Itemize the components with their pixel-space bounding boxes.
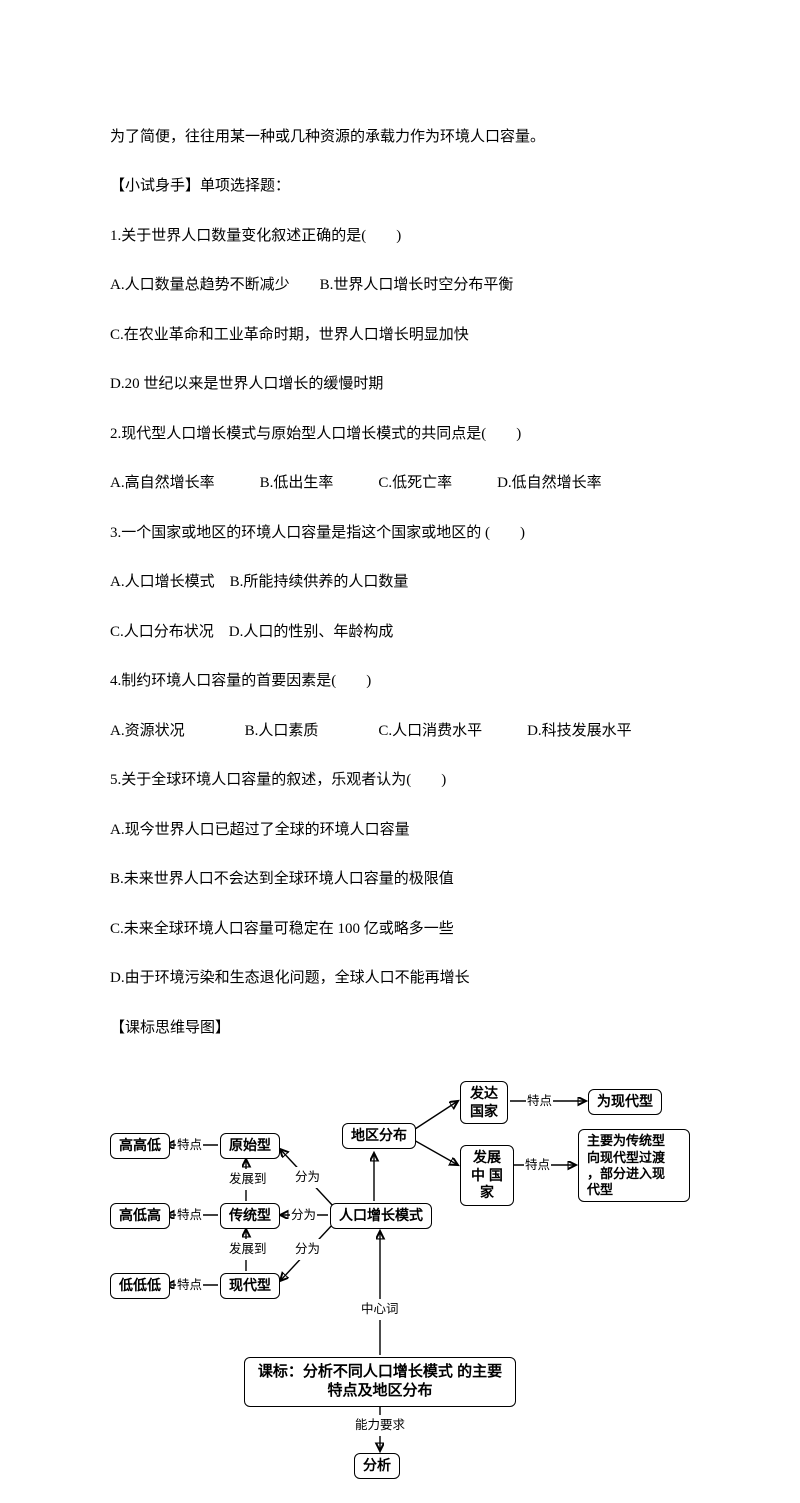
section-diagram-title: 【课标思维导图】 xyxy=(110,1016,690,1041)
node-dididi: 低低低 xyxy=(110,1273,170,1299)
label-fazhandao-1: 发展到 xyxy=(228,1169,268,1190)
label-tedian-2: 特点 xyxy=(176,1205,203,1226)
node-renkouzengzhang: 人口增长模式 xyxy=(330,1203,432,1229)
section-quiz-title: 【小试身手】单项选择题： xyxy=(110,174,690,199)
node-chuantong: 传统型 xyxy=(220,1203,280,1229)
q3-opt-cd: C.人口分布状况 D.人口的性别、年龄构成 xyxy=(110,620,690,645)
node-gaodigao: 高低高 xyxy=(110,1203,170,1229)
q5-opt-c: C.未来全球环境人口容量可稳定在 100 亿或略多一些 xyxy=(110,917,690,942)
q2-opts: A.高自然增长率 B.低出生率 C.低死亡率 D.低自然增长率 xyxy=(110,471,690,496)
label-nengliyaoqiu: 能力要求 xyxy=(354,1415,406,1436)
q1-opt-ab: A.人口数量总趋势不断减少 B.世界人口增长时空分布平衡 xyxy=(110,273,690,298)
label-fenwei-2: 分为 xyxy=(294,1167,321,1188)
q5-opt-b: B.未来世界人口不会达到全球环境人口容量的极限值 xyxy=(110,867,690,892)
q3-opt-ab: A.人口增长模式 B.所能持续供养的人口数量 xyxy=(110,570,690,595)
node-fadaguojia: 发达 国家 xyxy=(460,1081,508,1124)
label-fazhandao-2: 发展到 xyxy=(228,1239,268,1260)
mindmap-diagram: 高高低 高低高 低低低 原始型 传统型 现代型 地区分布 人口增长模式 发达 国… xyxy=(110,1073,690,1503)
node-fenxi: 分析 xyxy=(354,1453,400,1479)
intro-line: 为了简便，往往用某一种或几种资源的承载力作为环境人口容量。 xyxy=(110,125,690,150)
label-tedian-4: 特点 xyxy=(526,1091,553,1112)
label-fenwei-3: 分为 xyxy=(294,1239,321,1260)
label-tedian-5: 特点 xyxy=(524,1155,551,1176)
node-weixiandaixing: 为现代型 xyxy=(588,1089,662,1115)
document-body: 为了简便，往往用某一种或几种资源的承载力作为环境人口容量。 【小试身手】单项选择… xyxy=(110,100,690,1065)
q4-opts: A.资源状况 B.人口素质 C.人口消费水平 D.科技发展水平 xyxy=(110,719,690,744)
node-zhuyaoweichuantong: 主要为传统型 向现代型过渡 ，部分进入现 代型 xyxy=(578,1129,690,1202)
q3: 3.一个国家或地区的环境人口容量是指这个国家或地区的 ( ) xyxy=(110,521,690,546)
label-tedian-1: 特点 xyxy=(176,1135,203,1156)
q5-opt-d: D.由于环境污染和生态退化问题，全球人口不能再增长 xyxy=(110,966,690,991)
node-fazhanzhongguojia: 发展中 国家 xyxy=(460,1145,514,1206)
label-tedian-3: 特点 xyxy=(176,1275,203,1296)
node-yuanshi: 原始型 xyxy=(220,1133,280,1159)
label-fenwei-1: 分为 xyxy=(290,1205,317,1226)
node-diqufenbu: 地区分布 xyxy=(342,1123,416,1149)
q1-opt-c: C.在农业革命和工业革命时期，世界人口增长明显加快 xyxy=(110,323,690,348)
q4: 4.制约环境人口容量的首要因素是( ) xyxy=(110,669,690,694)
label-zhongxinci: 中心词 xyxy=(360,1299,400,1320)
q5-opt-a: A.现今世界人口已超过了全球的环境人口容量 xyxy=(110,818,690,843)
node-kebiao: 课标：分析不同人口增长模式 的主要特点及地区分布 xyxy=(244,1357,516,1407)
q1-opt-d: D.20 世纪以来是世界人口增长的缓慢时期 xyxy=(110,372,690,397)
node-gaogaodi: 高高低 xyxy=(110,1133,170,1159)
q5: 5.关于全球环境人口容量的叙述，乐观者认为( ) xyxy=(110,768,690,793)
q2: 2.现代型人口增长模式与原始型人口增长模式的共同点是( ) xyxy=(110,422,690,447)
node-xiandai: 现代型 xyxy=(220,1273,280,1299)
q1: 1.关于世界人口数量变化叙述正确的是( ) xyxy=(110,224,690,249)
